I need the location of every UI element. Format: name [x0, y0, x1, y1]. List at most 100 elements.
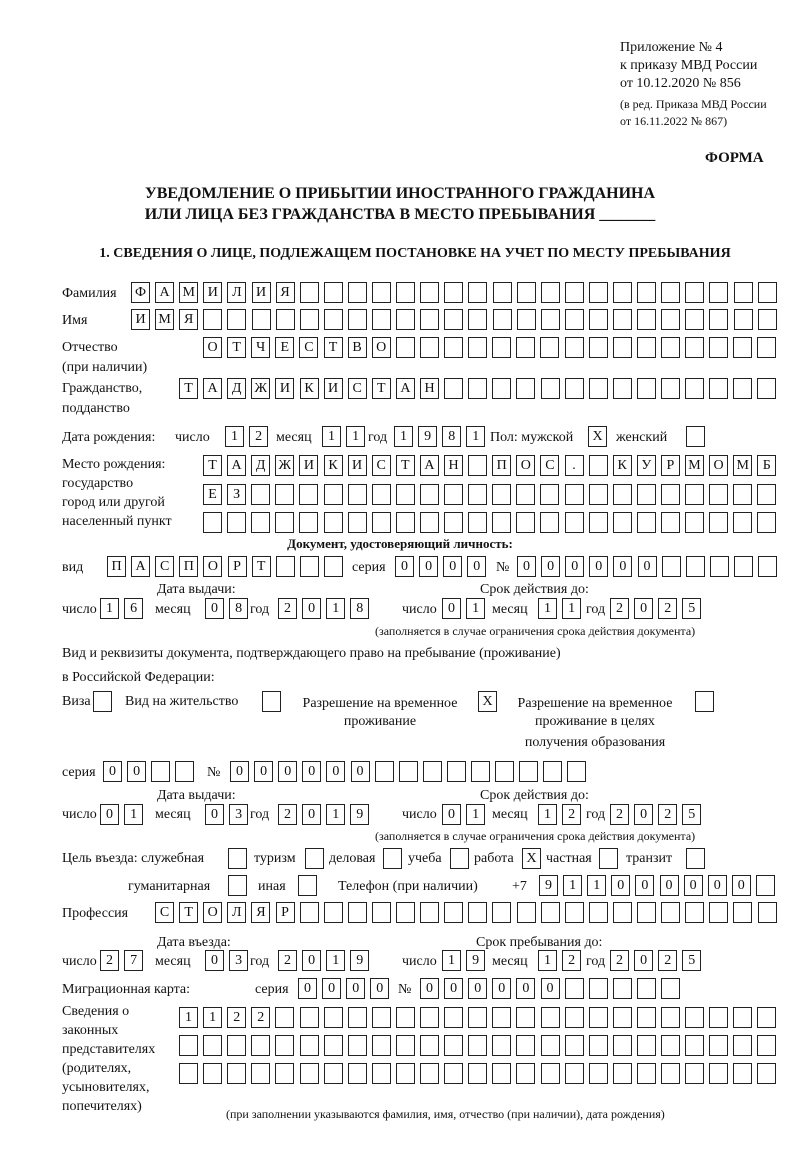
char-box[interactable]: [516, 1007, 536, 1028]
char-box[interactable]: 0: [467, 556, 487, 577]
char-box[interactable]: [251, 1035, 271, 1056]
char-box[interactable]: [251, 512, 271, 533]
char-box[interactable]: [492, 1035, 512, 1056]
char-box[interactable]: 1: [326, 950, 346, 971]
char-box[interactable]: [685, 484, 704, 505]
char-box[interactable]: [685, 512, 704, 533]
char-box[interactable]: 1: [538, 598, 557, 619]
char-box[interactable]: С: [371, 455, 391, 476]
char-box[interactable]: 0: [322, 978, 342, 999]
char-box[interactable]: [516, 484, 536, 505]
char-box[interactable]: 9: [418, 426, 438, 447]
char-box[interactable]: [420, 902, 440, 923]
char-box[interactable]: [516, 309, 536, 330]
char-box[interactable]: [347, 1007, 367, 1028]
char-box[interactable]: Т: [203, 455, 222, 476]
char-box[interactable]: Р: [227, 556, 247, 577]
char-box[interactable]: 0: [302, 804, 322, 825]
char-box[interactable]: 8: [350, 598, 370, 619]
char-box[interactable]: [757, 378, 777, 399]
char-box[interactable]: 0: [278, 761, 298, 782]
char-box[interactable]: [588, 337, 608, 358]
char-box[interactable]: [516, 1063, 536, 1084]
char-box[interactable]: [468, 484, 488, 505]
char-box[interactable]: [685, 378, 705, 399]
char-box[interactable]: О: [709, 455, 729, 476]
char-box[interactable]: [251, 1063, 271, 1084]
char-box[interactable]: [661, 902, 681, 923]
char-box[interactable]: [323, 902, 343, 923]
char-box[interactable]: 8: [229, 598, 249, 619]
char-box[interactable]: Р: [275, 902, 295, 923]
char-box[interactable]: [661, 378, 680, 399]
char-box[interactable]: С: [155, 556, 175, 577]
char-box[interactable]: 2: [610, 598, 629, 619]
char-box[interactable]: [492, 1007, 512, 1028]
char-box[interactable]: 0: [395, 556, 414, 577]
char-box[interactable]: 0: [419, 556, 439, 577]
char-box[interactable]: [709, 309, 729, 330]
char-box[interactable]: А: [419, 455, 439, 476]
char-box[interactable]: [588, 1007, 608, 1028]
char-box[interactable]: Р: [660, 455, 680, 476]
char-box[interactable]: [175, 761, 195, 782]
char-box[interactable]: Д: [227, 378, 247, 399]
char-box[interactable]: [636, 1007, 656, 1028]
char-box[interactable]: [636, 337, 656, 358]
char-box[interactable]: [661, 1007, 680, 1028]
char-box[interactable]: 0: [589, 556, 609, 577]
char-box[interactable]: [612, 978, 632, 999]
char-box[interactable]: [588, 1035, 608, 1056]
char-box[interactable]: [564, 512, 584, 533]
char-box[interactable]: [612, 378, 632, 399]
char-box[interactable]: 1: [563, 875, 583, 896]
char-box[interactable]: [323, 282, 343, 303]
char-box[interactable]: [685, 337, 704, 358]
char-box[interactable]: 2: [562, 804, 582, 825]
char-box[interactable]: [299, 484, 319, 505]
char-box[interactable]: [636, 1035, 656, 1056]
char-box[interactable]: [468, 282, 488, 303]
char-box[interactable]: [685, 556, 705, 577]
checkbox-cell[interactable]: [686, 848, 705, 869]
char-box[interactable]: [372, 282, 391, 303]
char-box[interactable]: М: [685, 455, 704, 476]
char-box[interactable]: [564, 282, 584, 303]
char-box[interactable]: [661, 556, 681, 577]
char-box[interactable]: [299, 1063, 319, 1084]
char-box[interactable]: 3: [229, 804, 249, 825]
char-box[interactable]: Е: [203, 484, 222, 505]
char-box[interactable]: [444, 378, 464, 399]
char-box[interactable]: 2: [658, 598, 678, 619]
char-box[interactable]: 9: [539, 875, 558, 896]
char-box[interactable]: 2: [227, 1007, 247, 1028]
char-box[interactable]: [613, 282, 632, 303]
char-box[interactable]: 0: [350, 761, 370, 782]
char-box[interactable]: [275, 512, 295, 533]
char-box[interactable]: 0: [468, 978, 488, 999]
char-box[interactable]: [588, 902, 608, 923]
char-box[interactable]: [468, 1063, 488, 1084]
char-box[interactable]: Т: [395, 455, 415, 476]
char-box[interactable]: [540, 282, 560, 303]
char-box[interactable]: [588, 282, 608, 303]
char-box[interactable]: И: [275, 378, 295, 399]
char-box[interactable]: [420, 282, 440, 303]
char-box[interactable]: .: [564, 455, 584, 476]
char-box[interactable]: 2: [278, 804, 297, 825]
checkbox-cell[interactable]: [599, 848, 618, 869]
char-box[interactable]: [636, 1063, 656, 1084]
char-box[interactable]: П: [179, 556, 199, 577]
char-box[interactable]: [371, 512, 391, 533]
char-box[interactable]: [757, 512, 777, 533]
char-box[interactable]: [612, 512, 632, 533]
char-box[interactable]: И: [131, 309, 150, 330]
char-box[interactable]: [733, 484, 753, 505]
char-box[interactable]: [685, 282, 705, 303]
char-box[interactable]: [733, 512, 753, 533]
char-box[interactable]: [567, 761, 587, 782]
char-box[interactable]: [444, 282, 464, 303]
char-box[interactable]: [468, 309, 488, 330]
char-box[interactable]: [468, 512, 488, 533]
char-box[interactable]: 0: [370, 978, 390, 999]
